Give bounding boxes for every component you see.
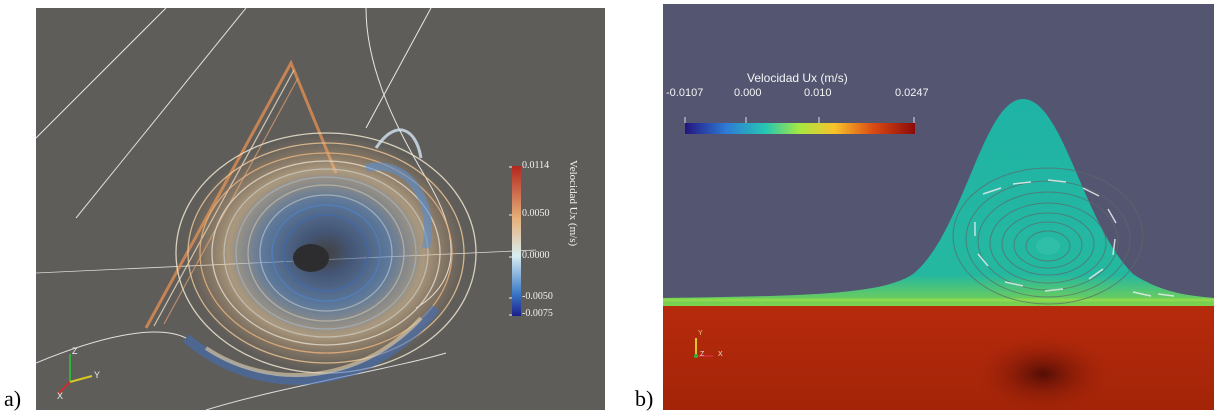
axis-y-label: Y: [94, 370, 101, 380]
colorbar-a-tick: 0.0050: [522, 208, 550, 219]
velocity-slice-render: [663, 99, 1214, 410]
axis-x-label: X: [57, 391, 64, 401]
axis-z-label: Z: [72, 346, 78, 356]
colorbar-a-title: Velocidad Ux (m/s): [567, 160, 579, 247]
streamlines-3d-view: Z X Y Velocidad Ux (m/s) 0.0114 0.0050 0…: [36, 8, 605, 410]
colorbar-b-title: Velocidad Ux (m/s): [747, 71, 848, 85]
panel-a-label: a): [4, 386, 22, 411]
colorbar-b-tick: -0.0107: [666, 87, 704, 99]
velocity-slice-view: Velocidad Ux (m/s) -0.0107 0.000 0.010 0…: [663, 4, 1214, 410]
colorbar-b-tick: 0.010: [804, 87, 832, 99]
axis-z-label: Z: [700, 351, 705, 358]
panel-b-label: b): [635, 386, 654, 411]
colorbar-a: [512, 166, 521, 316]
streamlines-render: [36, 8, 537, 410]
colorbar-b-tick: 0.000: [734, 87, 762, 99]
colorbar-a-tick: 0.0114: [522, 160, 550, 171]
colorbar-a-tick: 0.0000: [522, 250, 550, 261]
colorbar-b-tick: 0.0247: [895, 87, 929, 99]
colorbar-a-tick: -0.0050: [522, 291, 553, 302]
colorbar-a-tick: -0.0075: [522, 308, 553, 319]
colorbar-b: [685, 123, 915, 134]
axis-x-label: X: [718, 351, 723, 358]
orientation-axes-a: [57, 354, 93, 395]
axis-y-label: Y: [698, 330, 703, 337]
orientation-axes-b: [694, 338, 713, 358]
